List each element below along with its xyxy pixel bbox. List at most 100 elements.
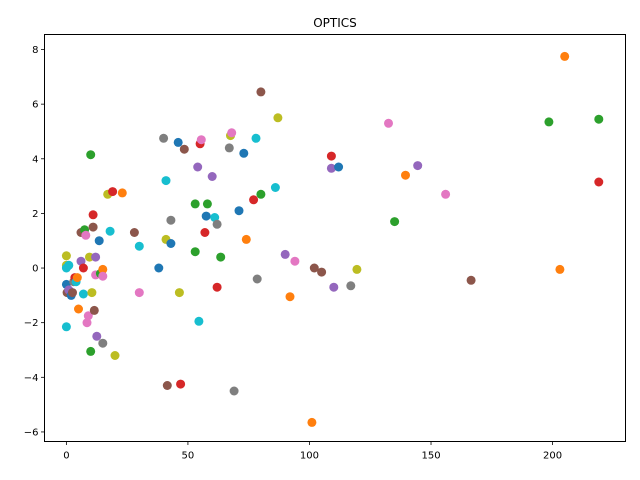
- y-tick-label-3: 0: [32, 264, 38, 275]
- y-tick-label-1: −4: [24, 373, 39, 384]
- data-point-32: [92, 331, 102, 341]
- data-point-35: [98, 264, 108, 274]
- data-point-18: [78, 263, 88, 273]
- data-point-41: [110, 351, 120, 360]
- data-point-98: [390, 217, 400, 227]
- data-point-55: [176, 379, 186, 389]
- data-point-79: [251, 133, 261, 143]
- data-point-86: [285, 292, 295, 302]
- data-point-17: [78, 289, 88, 299]
- x-axis: 0 50 100 150 200: [63, 441, 562, 462]
- data-point-20: [81, 230, 91, 240]
- data-point-81: [256, 189, 266, 199]
- data-point-77: [241, 234, 251, 244]
- x-tick-label-1: 50: [182, 451, 195, 462]
- data-point-101: [441, 189, 451, 199]
- data-point-92: [326, 163, 336, 173]
- data-point-78: [249, 195, 259, 205]
- data-point-6: [64, 260, 74, 270]
- data-point-89: [309, 263, 319, 273]
- data-point-80: [252, 274, 262, 284]
- data-point-60: [194, 316, 204, 326]
- data-point-53: [173, 137, 183, 147]
- data-point-50: [162, 381, 172, 390]
- data-point-71: [224, 143, 234, 153]
- data-point-69: [212, 282, 222, 292]
- data-point-90: [317, 267, 327, 277]
- data-point-107: [594, 177, 604, 187]
- data-point-87: [290, 256, 300, 266]
- data-point-27: [88, 210, 98, 220]
- data-point-33: [94, 236, 104, 246]
- data-point-30: [91, 252, 101, 262]
- data-point-13: [72, 273, 82, 283]
- data-point-66: [207, 172, 217, 181]
- data-point-91: [326, 151, 336, 161]
- data-point-43: [129, 228, 139, 237]
- data-point-105: [560, 51, 570, 61]
- data-point-88: [307, 417, 317, 427]
- data-point-99: [401, 170, 410, 180]
- data-point-16: [76, 256, 86, 266]
- data-point-82: [256, 87, 266, 97]
- data-point-56: [179, 144, 189, 154]
- y-axis: −6 −4 −2 0 2 4 6 8: [24, 45, 45, 438]
- y-tick-label-7: 8: [32, 45, 38, 56]
- points-layer: [61, 51, 604, 427]
- data-point-46: [154, 263, 164, 273]
- y-tick-label-5: 4: [32, 154, 38, 165]
- data-point-45: [134, 288, 144, 298]
- data-point-57: [190, 199, 200, 209]
- data-point-26: [87, 288, 97, 298]
- data-point-102: [466, 275, 476, 285]
- data-point-51: [166, 215, 176, 225]
- data-point-1: [61, 251, 71, 261]
- data-point-96: [352, 264, 362, 274]
- data-point-84: [273, 113, 283, 123]
- data-point-52: [166, 239, 176, 248]
- data-point-75: [234, 206, 244, 216]
- data-point-59: [193, 162, 203, 172]
- data-point-83: [270, 183, 280, 192]
- x-tick-label-4: 200: [543, 451, 562, 462]
- data-point-40: [108, 187, 118, 197]
- data-point-37: [98, 338, 108, 348]
- data-point-64: [201, 211, 211, 221]
- y-tick-label-0: −6: [24, 427, 39, 438]
- data-point-94: [334, 162, 344, 172]
- data-point-104: [555, 264, 565, 274]
- data-point-95: [346, 281, 356, 291]
- data-point-54: [174, 288, 184, 298]
- data-point-103: [544, 117, 554, 127]
- data-point-63: [200, 228, 210, 237]
- data-point-9: [68, 288, 77, 298]
- data-point-58: [190, 247, 200, 257]
- data-point-97: [384, 118, 393, 128]
- data-point-68: [212, 219, 222, 229]
- data-point-106: [594, 114, 604, 124]
- y-tick-label-2: −2: [24, 318, 39, 329]
- y-tick-label-6: 6: [32, 100, 38, 111]
- data-point-62: [196, 135, 206, 145]
- data-point-65: [202, 199, 212, 209]
- data-point-44: [134, 241, 144, 251]
- data-point-47: [159, 133, 169, 143]
- data-point-48: [161, 176, 171, 186]
- data-point-73: [227, 128, 237, 138]
- x-tick-label-3: 150: [421, 451, 440, 462]
- data-point-67: [210, 213, 220, 222]
- data-point-74: [229, 386, 239, 396]
- data-point-85: [280, 249, 290, 259]
- data-point-21: [82, 318, 92, 328]
- data-point-100: [413, 161, 423, 171]
- data-point-29: [89, 305, 99, 315]
- chart-title: OPTICS: [313, 16, 357, 30]
- data-point-42: [117, 188, 127, 198]
- data-point-0: [61, 322, 71, 332]
- data-point-24: [86, 150, 96, 160]
- data-point-28: [88, 222, 98, 232]
- x-tick-label-2: 100: [300, 451, 319, 462]
- data-point-93: [329, 282, 339, 292]
